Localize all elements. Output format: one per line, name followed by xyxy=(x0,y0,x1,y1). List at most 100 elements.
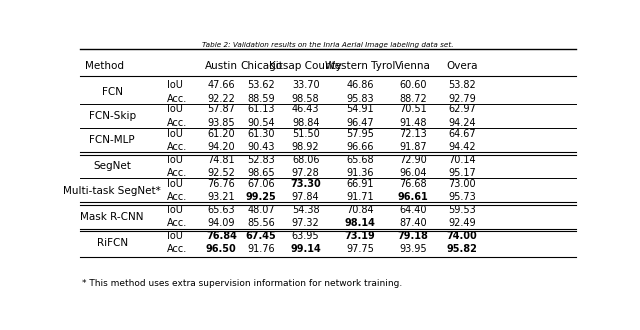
Text: Acc.: Acc. xyxy=(167,142,187,152)
Text: 76.84: 76.84 xyxy=(206,231,237,241)
Text: 57.95: 57.95 xyxy=(346,129,374,139)
Text: FCN-Skip: FCN-Skip xyxy=(89,111,136,121)
Text: 98.84: 98.84 xyxy=(292,118,319,128)
Text: 54.91: 54.91 xyxy=(346,105,374,115)
Text: 98.58: 98.58 xyxy=(292,93,319,104)
Text: 95.82: 95.82 xyxy=(447,245,477,254)
Text: RiFCN: RiFCN xyxy=(97,238,128,248)
Text: 73.30: 73.30 xyxy=(291,179,321,189)
Text: 74.00: 74.00 xyxy=(447,231,477,241)
Text: FCN-MLP: FCN-MLP xyxy=(90,135,135,145)
Text: 92.49: 92.49 xyxy=(448,218,476,228)
Text: 96.04: 96.04 xyxy=(399,168,427,178)
Text: 63.95: 63.95 xyxy=(292,231,319,241)
Text: IoU: IoU xyxy=(167,129,182,139)
Text: 61.13: 61.13 xyxy=(247,105,275,115)
Text: 72.13: 72.13 xyxy=(399,129,427,139)
Text: 99.14: 99.14 xyxy=(291,245,321,254)
Text: IoU: IoU xyxy=(167,205,182,215)
Text: Method: Method xyxy=(85,61,124,71)
Text: 95.73: 95.73 xyxy=(448,192,476,202)
Text: Acc.: Acc. xyxy=(167,118,187,128)
Text: Chicago: Chicago xyxy=(240,61,282,71)
Text: 68.06: 68.06 xyxy=(292,155,319,165)
Text: 85.56: 85.56 xyxy=(247,218,275,228)
Text: 62.97: 62.97 xyxy=(448,105,476,115)
Text: 98.92: 98.92 xyxy=(292,142,319,152)
Text: Vienna: Vienna xyxy=(396,61,431,71)
Text: 91.71: 91.71 xyxy=(346,192,374,202)
Text: 46.43: 46.43 xyxy=(292,105,319,115)
Text: 48.07: 48.07 xyxy=(247,205,275,215)
Text: Austin: Austin xyxy=(205,61,238,71)
Text: 91.87: 91.87 xyxy=(399,142,427,152)
Text: 70.51: 70.51 xyxy=(399,105,427,115)
Text: 60.60: 60.60 xyxy=(399,80,427,90)
Text: 47.66: 47.66 xyxy=(207,80,235,90)
Text: 92.22: 92.22 xyxy=(207,93,236,104)
Text: 53.82: 53.82 xyxy=(448,80,476,90)
Text: 96.66: 96.66 xyxy=(346,142,374,152)
Text: 98.14: 98.14 xyxy=(345,218,376,228)
Text: IoU: IoU xyxy=(167,179,182,189)
Text: 79.18: 79.18 xyxy=(398,231,429,241)
Text: 92.52: 92.52 xyxy=(207,168,236,178)
Text: * This method uses extra supervision information for network training.: * This method uses extra supervision inf… xyxy=(83,279,403,288)
Text: 91.76: 91.76 xyxy=(247,245,275,254)
Text: 95.83: 95.83 xyxy=(346,93,374,104)
Text: 91.48: 91.48 xyxy=(399,118,427,128)
Text: 94.09: 94.09 xyxy=(207,218,235,228)
Text: SegNet: SegNet xyxy=(93,161,131,171)
Text: IoU: IoU xyxy=(167,155,182,165)
Text: Acc.: Acc. xyxy=(167,245,187,254)
Text: 94.42: 94.42 xyxy=(448,142,476,152)
Text: 91.36: 91.36 xyxy=(346,168,374,178)
Text: Table 2: Validation results on the Inria Aerial Image labeling data set.: Table 2: Validation results on the Inria… xyxy=(202,42,454,48)
Text: 94.24: 94.24 xyxy=(448,118,476,128)
Text: 93.21: 93.21 xyxy=(207,192,235,202)
Text: Mask R-CNN: Mask R-CNN xyxy=(81,212,144,222)
Text: Acc.: Acc. xyxy=(167,168,187,178)
Text: Acc.: Acc. xyxy=(167,93,187,104)
Text: 97.28: 97.28 xyxy=(292,168,319,178)
Text: 73.19: 73.19 xyxy=(345,231,376,241)
Text: IoU: IoU xyxy=(167,231,182,241)
Text: 95.17: 95.17 xyxy=(448,168,476,178)
Text: 67.06: 67.06 xyxy=(247,179,275,189)
Text: 33.70: 33.70 xyxy=(292,80,319,90)
Text: IoU: IoU xyxy=(167,80,182,90)
Text: 65.63: 65.63 xyxy=(207,205,235,215)
Text: 61.30: 61.30 xyxy=(247,129,275,139)
Text: 61.20: 61.20 xyxy=(207,129,235,139)
Text: FCN: FCN xyxy=(102,87,123,97)
Text: 90.43: 90.43 xyxy=(247,142,275,152)
Text: 51.50: 51.50 xyxy=(292,129,319,139)
Text: 88.59: 88.59 xyxy=(247,93,275,104)
Text: 72.90: 72.90 xyxy=(399,155,427,165)
Text: 59.53: 59.53 xyxy=(448,205,476,215)
Text: 97.75: 97.75 xyxy=(346,245,374,254)
Text: 96.50: 96.50 xyxy=(206,245,237,254)
Text: 93.95: 93.95 xyxy=(399,245,427,254)
Text: 92.79: 92.79 xyxy=(448,93,476,104)
Text: Kitsap County: Kitsap County xyxy=(269,61,342,71)
Text: 64.40: 64.40 xyxy=(399,205,427,215)
Text: 96.61: 96.61 xyxy=(398,192,429,202)
Text: 65.68: 65.68 xyxy=(346,155,374,165)
Text: 64.67: 64.67 xyxy=(448,129,476,139)
Text: Acc.: Acc. xyxy=(167,192,187,202)
Text: 96.47: 96.47 xyxy=(346,118,374,128)
Text: 52.83: 52.83 xyxy=(247,155,275,165)
Text: 87.40: 87.40 xyxy=(399,218,427,228)
Text: 99.25: 99.25 xyxy=(246,192,276,202)
Text: 73.00: 73.00 xyxy=(448,179,476,189)
Text: 76.68: 76.68 xyxy=(399,179,427,189)
Text: 70.84: 70.84 xyxy=(346,205,374,215)
Text: Acc.: Acc. xyxy=(167,218,187,228)
Text: 93.85: 93.85 xyxy=(207,118,235,128)
Text: 66.91: 66.91 xyxy=(346,179,374,189)
Text: IoU: IoU xyxy=(167,105,182,115)
Text: 90.54: 90.54 xyxy=(247,118,275,128)
Text: Western Tyrol: Western Tyrol xyxy=(325,61,396,71)
Text: 67.45: 67.45 xyxy=(246,231,276,241)
